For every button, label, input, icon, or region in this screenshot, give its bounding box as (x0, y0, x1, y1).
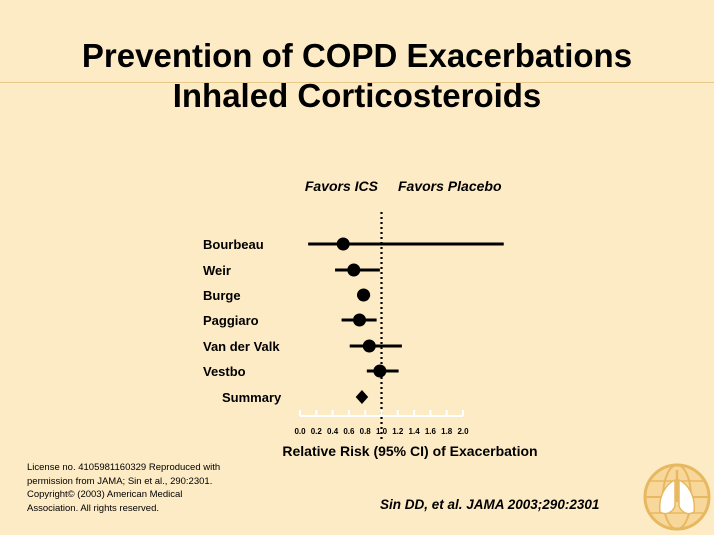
lungs-globe-logo-icon (643, 463, 711, 531)
study-label: Burge (203, 288, 241, 303)
study-label: Bourbeau (203, 237, 264, 252)
title-divider (0, 82, 714, 83)
x-tick-label: 0.4 (327, 427, 339, 436)
point-estimate (336, 237, 350, 251)
x-tick-label: 0.6 (343, 427, 355, 436)
point-estimate (362, 339, 376, 353)
title-line-2: Inhaled Corticosteroids (172, 77, 542, 114)
x-tick-label: 1.2 (392, 427, 404, 436)
point-estimate (373, 364, 387, 378)
summary-label: Summary (222, 390, 282, 405)
x-tick-label: 1.0 (376, 427, 388, 436)
point-estimate (357, 288, 371, 302)
study-label: Vestbo (203, 364, 246, 379)
citation: Sin DD, et al. JAMA 2003;290:2301 (380, 497, 600, 512)
study-label: Van der Valk (203, 339, 280, 354)
slide-title: Prevention of COPD Exacerbations Inhaled… (0, 36, 714, 116)
x-tick-label: 1.4 (409, 427, 421, 436)
study-label: Weir (203, 263, 231, 278)
x-tick-label: 0.0 (294, 427, 306, 436)
x-tick-label: 2.0 (457, 427, 469, 436)
x-axis-label: Relative Risk (95% CI) of Exacerbation (282, 443, 537, 459)
license-note: License no. 4105981160329 Reproduced wit… (27, 462, 221, 514)
title-line-1: Prevention of COPD Exacerbations (81, 37, 633, 74)
summary-diamond (355, 390, 369, 404)
x-tick-label: 1.8 (441, 427, 453, 436)
favors-placebo-label: Favors Placebo (398, 178, 502, 194)
x-tick-label: 0.2 (311, 427, 323, 436)
point-estimate (347, 263, 361, 277)
x-tick-label: 0.8 (360, 427, 372, 436)
study-label: Paggiaro (203, 313, 259, 328)
x-tick-label: 1.6 (425, 427, 437, 436)
point-estimate (352, 313, 366, 327)
favors-ics-label: Favors ICS (305, 178, 379, 194)
